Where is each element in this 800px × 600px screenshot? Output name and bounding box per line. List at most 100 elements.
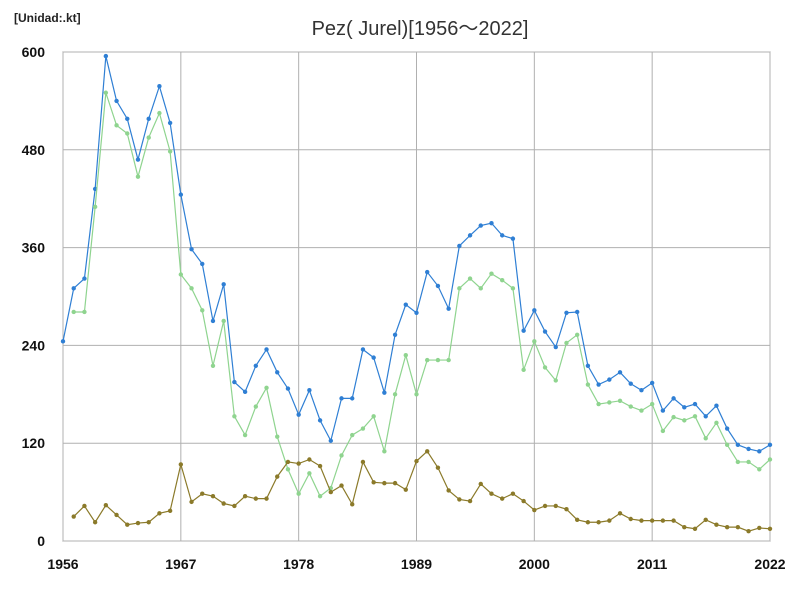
series-3-point [510,491,516,496]
series-1-point [264,347,269,352]
series-3-point [435,465,441,470]
unit-label: [Unidad:.kt] [14,11,81,25]
series-1-point [596,382,601,387]
series-2-line [73,92,771,498]
series-3-point [628,516,633,522]
series-1-point [200,261,205,267]
series-1-point [607,377,612,382]
series-2-point [489,271,494,276]
series-2-point [478,286,483,291]
x-tick-label: 1978 [283,556,314,572]
y-tick-label: 360 [22,240,46,256]
series-1-point [457,243,462,249]
series-1-point [371,355,376,360]
series-1-point [499,233,505,238]
series-1-point [692,401,698,407]
series-2-point [253,404,259,409]
series-2-point [285,467,291,472]
series-1-point [682,405,687,410]
series-3-point [489,491,494,496]
series-1-point [735,442,741,448]
series-1-point [724,426,730,431]
series-2-point [767,457,773,462]
series-3-point [746,529,751,534]
series-1-point [403,302,408,307]
series-1-point [103,53,109,59]
series-3-point [703,517,708,523]
series-3-point [478,481,483,487]
x-tick-label: 2000 [519,556,550,572]
series-2-point [735,459,741,465]
series-3-point [189,499,194,505]
series-1-point [703,414,708,419]
series-2-point [714,420,719,426]
series-1-point [253,363,259,368]
y-axis-ticks: 0 120 240 360 480 600 [22,44,46,549]
series-2-point [189,286,194,291]
series-3-point [607,518,612,523]
series-3-point [242,493,248,499]
series-3-point [596,520,601,525]
series-3-point [103,502,109,508]
series-2-point [596,401,601,407]
series-1-point [532,308,537,313]
series-3-point [425,449,430,454]
series-1-point [757,449,762,454]
series-2-point [307,471,312,476]
series-1-point [242,389,248,395]
y-tick-label: 600 [22,44,46,60]
series-3-point [360,459,366,465]
series-3-point [617,511,623,516]
series-1-point [489,220,494,226]
series-2-point [157,110,162,116]
series-3-point [446,488,451,493]
series-2-point [178,272,184,277]
series-3-point [285,459,291,465]
series-2-point [628,404,633,409]
series-2-point [414,392,419,397]
series-1-point [307,388,312,393]
series-1-point [146,116,151,122]
series-3-point [146,520,151,525]
series-1-point [649,380,655,386]
series-3-point [92,520,98,525]
series-2-point [617,398,623,404]
series-3-line [73,450,771,532]
series-3-point [232,503,237,509]
series-1-point [542,329,548,334]
series-2-point [671,414,676,420]
series-3-point [757,525,762,531]
series-3-point [521,498,526,504]
series-2-point [757,467,762,472]
series-1-point [232,379,237,385]
series-3-point [82,503,87,509]
series-2-point [467,276,473,281]
series-2-point [275,434,280,439]
series-2-point [585,382,591,387]
series-2-point [425,357,430,363]
series-2-point [703,436,708,441]
series-2-point [553,378,558,383]
series-1-point [382,390,387,395]
series-1-point [178,192,184,197]
series-3-point [125,522,130,527]
series-3-point [414,458,419,464]
series-2-point [103,90,109,95]
series-3-point [692,526,698,531]
series-1-point [167,120,173,126]
series-1-point [328,438,334,443]
series-1-point [746,446,751,452]
series-3-point [200,491,205,496]
series-1-point [671,396,676,401]
series-3-point [564,507,569,512]
series-1-point [317,418,323,423]
series-3-point [649,518,655,523]
series-2-point [446,357,451,363]
series-3-point [71,514,76,519]
series-1-point [82,276,87,281]
series-3-point [307,457,312,462]
y-tick-label: 480 [22,142,46,158]
series-3-point [574,517,580,523]
series-1-point [446,306,451,311]
series-2-point [296,491,301,496]
